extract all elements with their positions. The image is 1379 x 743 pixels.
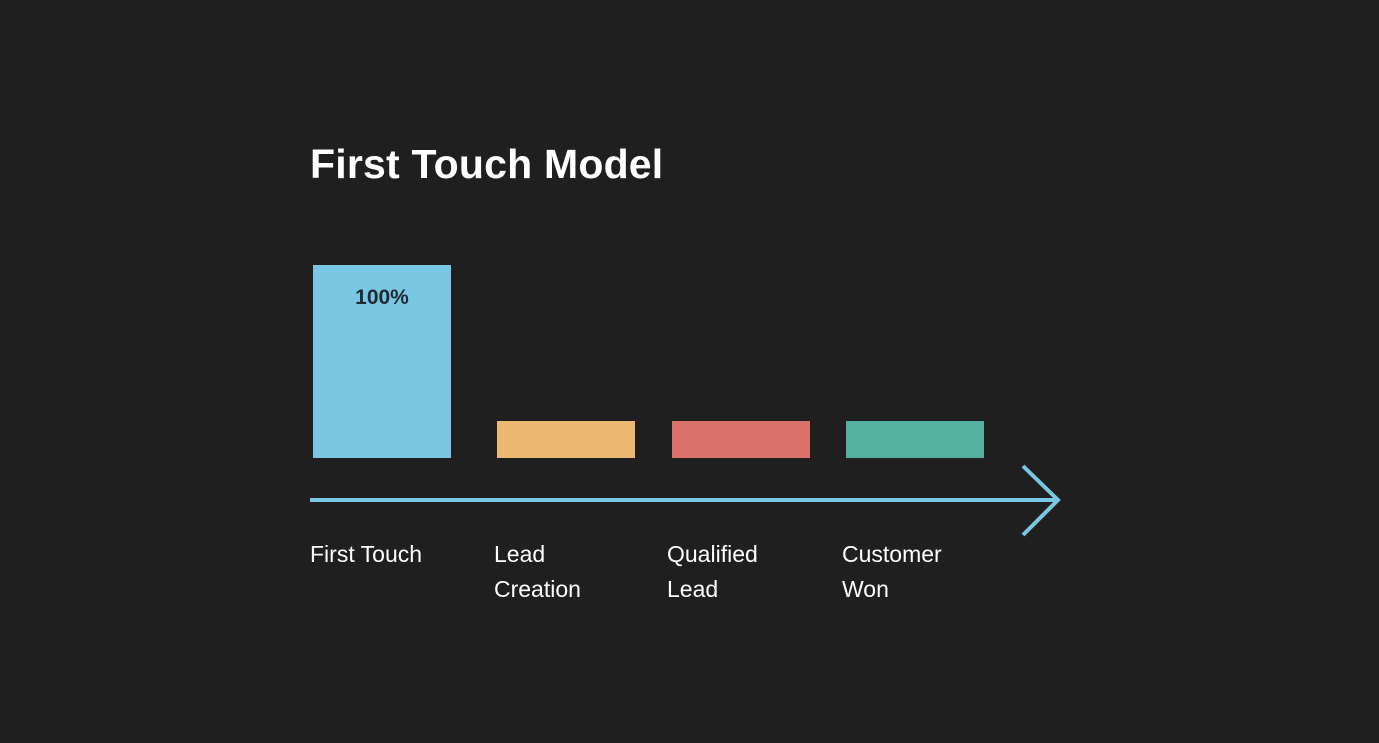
bar-first-touch bbox=[313, 265, 451, 458]
arrow-head-icon bbox=[1021, 464, 1061, 537]
bar-qualified-lead bbox=[672, 421, 810, 458]
timeline-arrow bbox=[310, 464, 1061, 537]
bar-group bbox=[313, 265, 984, 458]
stage-label-first-touch: First Touch bbox=[310, 541, 423, 567]
chart-title: First Touch Model bbox=[310, 141, 664, 187]
bar-customer-won bbox=[846, 421, 984, 458]
stage-label-lead-creation: Lead Creation bbox=[494, 541, 581, 602]
bar-lead-creation bbox=[497, 421, 635, 458]
value-label-group: 100% bbox=[355, 286, 409, 309]
stage-label-qualified-lead: Qualified Lead bbox=[667, 541, 758, 602]
value-label-first-touch: 100% bbox=[355, 286, 409, 309]
stage-label-customer-won: Customer Won bbox=[842, 541, 942, 602]
